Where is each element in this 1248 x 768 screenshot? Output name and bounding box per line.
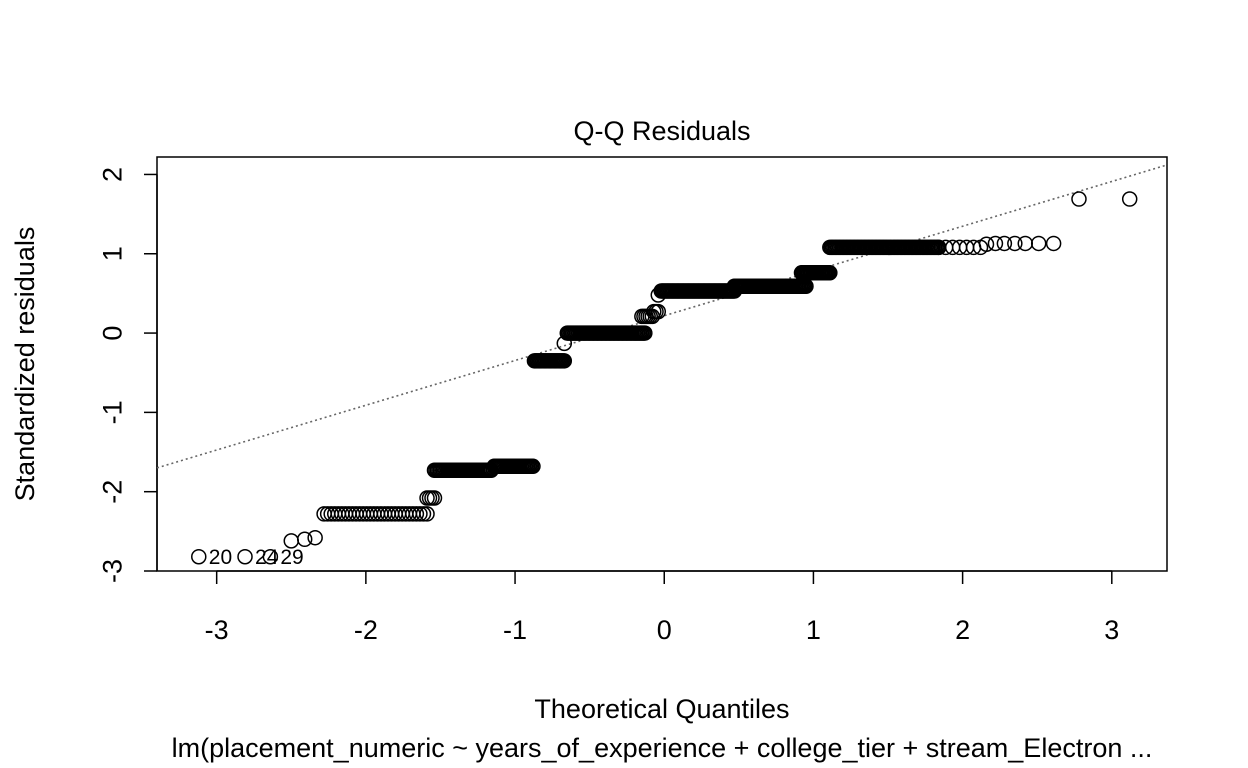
x-tick-label: 2	[955, 615, 970, 645]
x-tick-label: 1	[806, 615, 821, 645]
residual-point	[556, 353, 573, 369]
x-tick-label: 3	[1104, 615, 1119, 645]
x-axis-label: Theoretical Quantiles	[534, 694, 789, 724]
x-axis: -3 -2 -1 0 1 2 3	[205, 570, 1119, 645]
residual-point	[426, 490, 443, 506]
x-tick-label: -2	[354, 615, 378, 645]
residual-point	[525, 458, 541, 475]
residual-point	[408, 506, 425, 522]
residual-point	[1071, 191, 1087, 207]
y-tick-label: 1	[97, 246, 127, 261]
residual-point	[296, 531, 313, 548]
outlier-label: 29	[280, 546, 303, 569]
x-tick-label: -1	[503, 615, 527, 645]
y-tick-label: 0	[97, 326, 127, 341]
residual-point	[412, 506, 428, 522]
y-axis-label: Standardized residuals	[10, 227, 40, 502]
y-tick-label: -2	[97, 480, 127, 504]
outlier-label: 24	[255, 546, 279, 569]
residual-point	[650, 303, 667, 320]
y-tick-label: -1	[97, 400, 127, 424]
y-axis: -3 -2 -1 0 1 2	[97, 167, 158, 583]
outlier-label: 20	[209, 546, 232, 569]
chart-title: Q-Q Residuals	[573, 116, 750, 146]
residual-point	[1121, 191, 1138, 207]
residual-point	[1030, 235, 1047, 252]
residual-point	[978, 236, 995, 252]
residual-point	[1017, 235, 1034, 252]
residual-point	[262, 548, 279, 565]
residual-point	[996, 235, 1013, 252]
residual-point	[637, 325, 653, 341]
residual-point	[415, 506, 432, 522]
outlier-labels: 20 24 29	[209, 546, 304, 569]
x-tick-label: 0	[657, 615, 672, 645]
residual-point	[419, 506, 435, 522]
residual-point	[237, 548, 253, 565]
model-formula-subtitle: lm(placement_numeric ~ years_of_experien…	[172, 733, 1153, 763]
residual-point	[191, 548, 207, 565]
residual-point	[822, 265, 838, 281]
plot-frame	[156, 156, 1168, 572]
residual-points	[191, 191, 1138, 565]
reference-line	[156, 164, 1168, 469]
x-tick-label: -3	[205, 615, 229, 645]
residual-point	[1045, 235, 1062, 252]
residual-point	[307, 529, 323, 546]
residual-point	[987, 235, 1004, 252]
residual-point	[1007, 235, 1023, 252]
y-tick-label: 2	[97, 167, 127, 182]
y-tick-label: -3	[97, 559, 127, 583]
